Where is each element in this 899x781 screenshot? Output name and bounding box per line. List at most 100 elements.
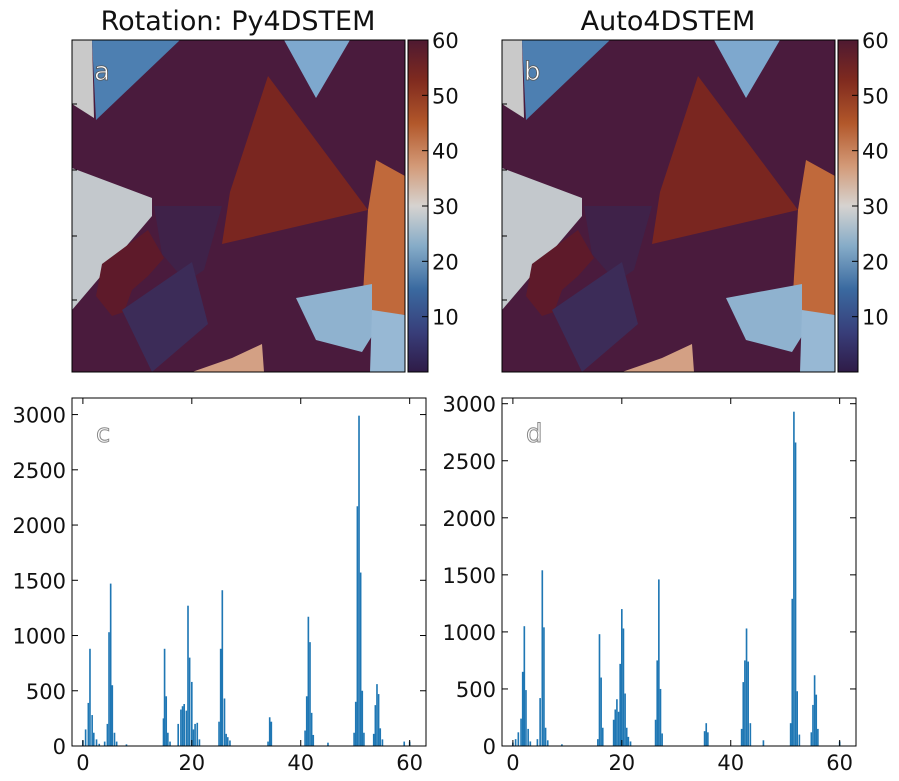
hist-d-ytick-label: 1500 xyxy=(443,564,496,588)
hist-c-bar xyxy=(268,717,271,746)
hist-c-bar xyxy=(226,737,229,746)
hist-d-bar xyxy=(749,723,752,746)
hist-d-bar xyxy=(812,704,814,746)
hist-d-bar xyxy=(705,723,708,746)
hist-c-bar xyxy=(223,698,226,746)
panel-a-frame xyxy=(71,39,406,373)
histogram-d: 0 20 40 60 0 500 1000 1500 2000 2500 3000 xyxy=(443,393,857,775)
panel-a-title: Rotation: Py4DSTEM xyxy=(101,6,376,37)
hist-d-ytick-label: 0 xyxy=(483,735,496,759)
hist-d-bar xyxy=(543,627,545,746)
hist-c-bar xyxy=(115,741,118,746)
hist-d-bar xyxy=(523,626,526,746)
hist-c-bar xyxy=(181,706,184,746)
hist-c-bar xyxy=(108,632,110,746)
hist-c-bar xyxy=(183,704,186,746)
hist-c-bar xyxy=(309,642,311,746)
hist-c-ytick-label: 1500 xyxy=(13,569,66,593)
panel-a-colorbar: 10 20 30 40 50 60 xyxy=(407,29,459,373)
hist-c-bar xyxy=(225,733,227,746)
panel-b-colorbar: 10 20 30 40 50 60 xyxy=(837,29,889,373)
hist-c-xtick-label: 60 xyxy=(396,751,423,775)
hist-c-bar xyxy=(190,681,193,746)
hist-c-bar xyxy=(381,739,384,746)
hist-d-ytick-label: 3000 xyxy=(443,393,496,417)
colorbar-b-tick-label: 40 xyxy=(862,140,889,164)
hist-d-bar xyxy=(622,628,625,746)
hist-c-bar xyxy=(187,605,189,746)
hist-c-bar xyxy=(165,696,168,746)
hist-d-bar xyxy=(661,733,663,746)
hist-c-bar xyxy=(91,715,93,746)
hist-d-bar xyxy=(793,411,795,746)
hist-c-xtick-label: 40 xyxy=(287,751,314,775)
hist-c-bar xyxy=(218,721,220,746)
hist-c-bar xyxy=(185,710,188,746)
hist-c-bar xyxy=(267,741,269,746)
hist-d-bar xyxy=(794,442,797,746)
hist-c-bar xyxy=(106,723,109,746)
hist-d-bar xyxy=(762,740,765,746)
hist-d-bar xyxy=(627,736,630,746)
colorbar-b-tick-label: 10 xyxy=(862,306,889,330)
hist-d-bar xyxy=(742,682,745,746)
hist-d-bar xyxy=(600,677,602,746)
hist-d-bar xyxy=(747,661,749,746)
hist-d-bar xyxy=(525,690,527,746)
hist-d-bar xyxy=(791,598,794,746)
hist-c-bar xyxy=(92,732,95,746)
hist-c-bar xyxy=(312,734,315,746)
panel-d-label: d xyxy=(526,419,543,449)
hist-c-bar xyxy=(125,744,128,746)
hist-d-bar xyxy=(539,698,541,746)
hist-c-bar xyxy=(98,743,101,746)
colorbar-b-tick-label: 20 xyxy=(862,250,889,274)
hist-c-bar xyxy=(177,723,180,746)
hist-d-bar xyxy=(546,740,549,746)
hist-c-bar xyxy=(95,739,98,746)
colorbar-a-tick-label: 50 xyxy=(432,84,459,108)
hist-c-bar xyxy=(304,730,306,746)
hist-d-ytick-label: 2000 xyxy=(443,507,496,531)
hist-c-bar xyxy=(379,728,382,746)
hist-d-bar xyxy=(520,718,522,746)
hist-d-bar xyxy=(601,727,604,746)
hist-c-bar xyxy=(219,648,222,746)
hist-c-bar xyxy=(359,572,362,746)
hist-d-bar xyxy=(616,699,618,746)
hist-c-bar xyxy=(376,684,378,746)
hist-d-bar xyxy=(656,660,659,746)
colorbar-a-tick-label: 60 xyxy=(432,29,459,53)
hist-d-bar xyxy=(561,744,563,746)
colorbar-b-tick-label: 50 xyxy=(862,84,889,108)
colorbar-a-tick-label: 10 xyxy=(432,306,459,330)
panel-b-label: b xyxy=(524,57,541,87)
hist-c-bar xyxy=(162,718,165,746)
panel-a-label: a xyxy=(94,57,110,87)
hist-c-bar xyxy=(353,732,355,746)
hist-d-bar xyxy=(817,728,819,746)
hist-c-bar xyxy=(229,740,231,746)
hist-d-bar xyxy=(813,675,816,746)
hist-d-bar xyxy=(703,731,706,746)
hist-d-bar xyxy=(815,694,818,746)
hist-d-xtick-label: 60 xyxy=(826,751,853,775)
hist-d-bar xyxy=(529,741,532,746)
hist-c-bar xyxy=(111,685,114,746)
hist-c-bar xyxy=(377,694,380,746)
hist-c-xtick-label: 20 xyxy=(178,751,205,775)
hist-d-bar xyxy=(597,739,599,746)
hist-c-xtick-label: 0 xyxy=(76,751,89,775)
hist-c-ytick-label: 0 xyxy=(53,735,66,759)
panel-c-label: c xyxy=(96,419,110,449)
hist-d-bar xyxy=(659,688,662,746)
hist-c-bar xyxy=(363,732,365,746)
hist-d-bar xyxy=(740,728,743,746)
colorbar-b-tick-label: 60 xyxy=(862,29,889,53)
hist-c-bar xyxy=(221,590,224,746)
hist-c-bar xyxy=(358,415,360,746)
hist-c-bar xyxy=(194,723,196,746)
hist-c-bar xyxy=(270,721,273,746)
hist-c-bar xyxy=(198,739,201,746)
